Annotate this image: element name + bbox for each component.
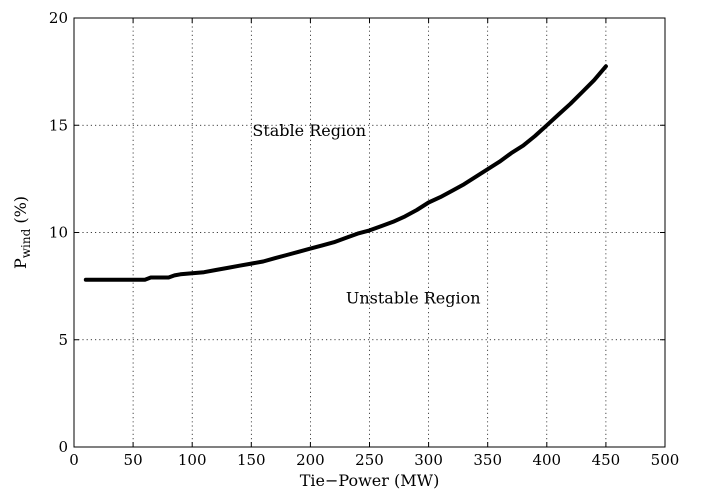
x-tick-label: 500 [651, 451, 680, 469]
grid [74, 18, 665, 447]
annotation-label: Stable Region [252, 121, 366, 140]
y-tick-labels: 0 5 10 15 20 [49, 9, 68, 456]
y-tick-label: 10 [49, 224, 68, 242]
y-axis-label: Pwind (%) [11, 196, 33, 269]
x-tick-label: 0 [69, 451, 79, 469]
series-layer [83, 64, 608, 282]
x-tick-label: 250 [355, 451, 384, 469]
y-tick-label: 20 [49, 9, 68, 27]
x-tick-label: 200 [296, 451, 325, 469]
y-tick-label: 5 [58, 331, 68, 349]
y-axis-label-subscript: wind [19, 228, 33, 258]
plot-frame [73, 17, 666, 448]
y-tick-label: 0 [58, 438, 68, 456]
y-axis-label-suffix: (%) [11, 196, 30, 229]
x-axis-label: Tie−Power (MW) [300, 471, 440, 490]
x-tick-label: 100 [178, 451, 207, 469]
x-tick-label: 300 [414, 451, 443, 469]
y-axis-label-base: P [11, 258, 30, 269]
annotation-label: Unstable Region [346, 288, 481, 307]
x-tick-label: 450 [592, 451, 621, 469]
annotations: Stable Region Unstable Region [252, 121, 480, 307]
series-line [83, 64, 608, 282]
x-tick-label: 150 [237, 451, 266, 469]
y-tick-label: 15 [49, 116, 68, 134]
x-tick-labels: 0 50 100 150 200 250 300 350 400 450 500 [69, 451, 679, 469]
x-tick-label: 350 [473, 451, 502, 469]
x-tick-label: 50 [124, 451, 143, 469]
x-tick-label: 400 [532, 451, 561, 469]
